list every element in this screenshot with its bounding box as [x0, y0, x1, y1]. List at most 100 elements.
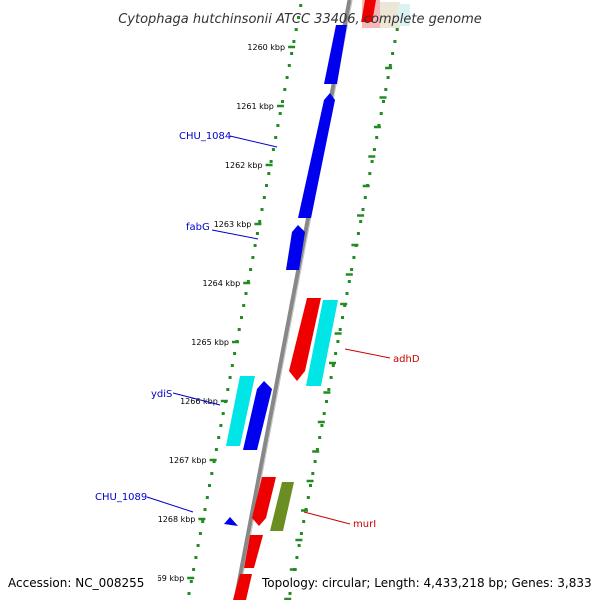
outer-track-dot [331, 364, 335, 367]
red-feature-2 [252, 477, 276, 526]
inner-track-dot [249, 268, 253, 271]
map-title: Cytophaga hutchinsonii ATCC 33406, compl… [118, 12, 482, 27]
inner-track-dot [198, 532, 202, 535]
tick-label: 1260 kbp [247, 43, 285, 52]
footer-accession-bg [4, 572, 158, 592]
inner-track-dot [297, 16, 300, 19]
inner-track-dot [253, 244, 257, 247]
cds-blue-1 [324, 25, 347, 84]
inner-track-dot [201, 520, 205, 523]
tick-label: 1264 kbp [202, 279, 240, 288]
inner-track-dot [274, 136, 278, 139]
outer-track-dot [352, 256, 356, 259]
outer-track-dot [288, 592, 292, 595]
outer-track-dot [384, 88, 388, 91]
inner-track-dot [230, 364, 234, 367]
outer-track-dot [347, 280, 351, 283]
gene-label-adhd: adhD [393, 354, 420, 365]
inner-track-dot [283, 88, 287, 91]
outer-track-dot [375, 136, 379, 139]
red-feature-4 [233, 574, 252, 600]
tick-label: 1262 kbp [225, 161, 263, 170]
outer-track-dot [320, 424, 324, 427]
inner-track-dot [244, 292, 248, 295]
leader-line-chu1089 [146, 496, 194, 513]
inner-track-dot [217, 436, 221, 439]
inner-track-dot [246, 280, 250, 283]
inner-track-dot [255, 232, 259, 235]
inner-track-dot [208, 484, 211, 487]
inner-track-dot [203, 508, 207, 511]
inner-track-dot [219, 424, 223, 427]
inner-track-dot [265, 184, 268, 187]
outer-track-dot [345, 292, 349, 295]
inner-track-dot [205, 496, 209, 499]
cds-blue-2 [298, 93, 335, 218]
outer-track-dot [302, 520, 306, 523]
inner-track-dot [226, 388, 230, 391]
outer-track-dot [350, 268, 354, 271]
leader-line-chu1084 [229, 135, 278, 148]
inner-track-dot [299, 4, 303, 7]
faded-olive-feature [380, 2, 400, 28]
outer-track-dot [382, 100, 385, 103]
outer-track-dot [379, 112, 383, 115]
gene-label-chu1089: CHU_1089 [95, 492, 147, 503]
inner-track-dot [196, 544, 200, 547]
inner-track-dot [242, 304, 246, 307]
outer-track-dot [356, 232, 360, 235]
inner-track-dot [271, 148, 275, 151]
inner-track-dot [290, 52, 294, 55]
olive-feature [270, 482, 294, 531]
gene-label-muri: murI [353, 519, 376, 530]
inner-track-dot [212, 460, 216, 463]
inner-track-dot [294, 28, 298, 31]
outer-track-dot [341, 316, 344, 319]
outer-track-dot [306, 496, 310, 499]
inner-track-dot [269, 160, 273, 163]
outer-track-dot [372, 148, 376, 151]
inner-track-dot [278, 112, 282, 115]
outer-track-dot [361, 208, 365, 211]
cds-blue-4 [243, 381, 272, 450]
leader-line-adhd [344, 348, 391, 359]
inner-track-dot [267, 172, 271, 175]
inner-track-dot [251, 256, 255, 259]
outer-track-dot [299, 532, 303, 535]
red-feature-3 [244, 535, 263, 568]
inner-track-dot [281, 100, 284, 103]
outer-track-dot [295, 556, 299, 559]
tick-labels: 1260 kbp 1261 kbp 1262 kbp 1263 kbp 1264 kbp… [146, 43, 285, 583]
outer-track-dot [334, 352, 338, 355]
outer-track-dot [395, 28, 399, 31]
gene-label-ydis: ydiS [151, 389, 172, 400]
tick-label: 1263 kbp [214, 220, 252, 229]
outer-track-dot [313, 460, 317, 463]
inner-track-dot [187, 592, 191, 595]
inner-track-dot [285, 76, 289, 79]
outer-track-dot [329, 376, 333, 379]
outer-track-dot [377, 124, 381, 127]
inner-track-dot [237, 328, 241, 331]
red-feature-1 [289, 298, 321, 381]
tick-label: 1265 kbp [191, 338, 229, 347]
outer-track-dot [370, 160, 374, 163]
tick-label: 1269 kbp [146, 574, 184, 583]
inner-track-dot [276, 124, 280, 127]
inner-track-dot [189, 580, 193, 583]
outer-track-dot [338, 328, 342, 331]
inner-track-dot [221, 412, 225, 415]
outer-track-dot [391, 52, 395, 55]
outer-track-dot [368, 172, 372, 175]
outer-track-dot [363, 196, 367, 199]
red-feature-top [361, 0, 376, 22]
tick-label: 1261 kbp [236, 102, 274, 111]
cds-blue-small [224, 517, 238, 526]
outer-track-dot [325, 400, 328, 403]
inner-track-dot [262, 196, 266, 199]
outer-track-dot [386, 76, 390, 79]
outer-track-dot [343, 304, 347, 307]
inner-track-dot [292, 40, 296, 43]
outer-track-dot [393, 40, 397, 43]
